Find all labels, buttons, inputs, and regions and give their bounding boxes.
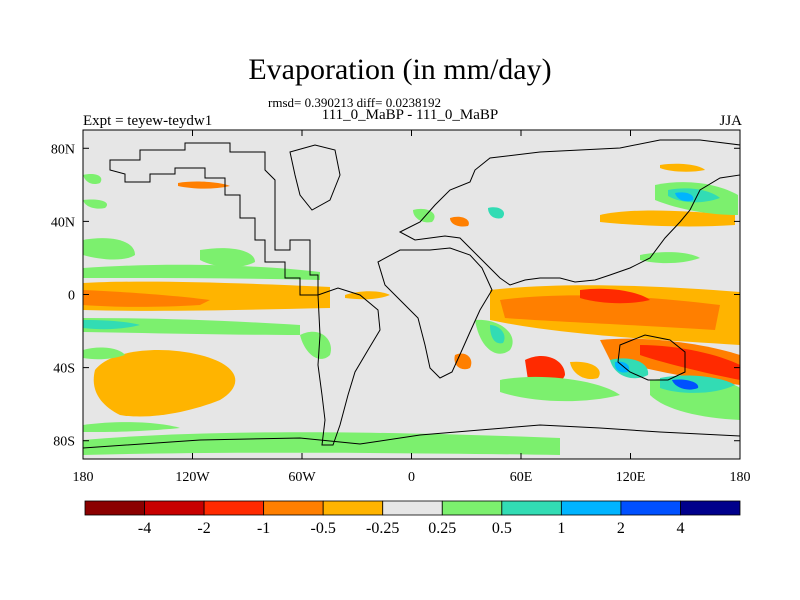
colorbar-swatch [620,500,681,516]
stats-line: rmsd= 0.390213 diff= 0.0238192 [268,95,441,110]
contour-negative [500,295,720,330]
south-america-outline [317,287,381,446]
lon-tick-label: 120W [175,470,210,485]
colorbar-swatch [441,500,503,516]
coastlines [82,139,741,449]
colorbar-swatch [382,500,443,516]
north-america-outline [109,142,319,296]
contour-positive [675,192,694,202]
colorbar-swatch [501,500,562,516]
colorbar-label: 1 [557,520,566,537]
contour-positive [490,325,505,344]
experiment-label: Expt = teyew-teydw1 [83,113,213,129]
australia-outline [617,334,686,381]
lat-tick-label: 0 [68,289,75,304]
colorbar-label: -2 [197,520,211,537]
eurasia-outline [398,139,741,286]
colorbar-swatch [203,500,265,516]
contour-positive [83,432,560,455]
contour-positive [500,376,620,402]
africa-outline [377,247,493,379]
contour-negative [640,345,740,380]
lat-tick-label: 80S [53,435,75,450]
contour-positive [614,361,630,373]
colorbar-label: -1 [256,520,271,537]
contour-negative [450,216,469,227]
colorbar [84,500,741,516]
lat-tick-label: 40N [51,215,75,230]
colorbar-swatch [263,500,324,516]
colorbar-label: 0.25 [428,520,457,537]
map-subtitle: 111_0_MaBP - 111_0_MaBP [321,107,499,123]
antarctica-outline [82,424,741,449]
lon-tick-label: 60E [510,470,533,485]
contour-positive [83,422,180,432]
contour-negative [660,163,705,172]
contour-positive [300,331,331,359]
evaporation-anomaly-field [83,163,740,455]
colorbar-label: -0.25 [366,520,400,537]
lon-tick-label: 0 [408,470,415,485]
greenland-outline [289,144,341,211]
map-ticks: 180 120W 60W 0 60E 120E 180 80N 40N 0 40S 80S [51,130,751,485]
contour-positive [488,207,505,219]
colorbar-label: 4 [676,520,685,537]
colorbar-swatch [322,500,384,516]
colorbar-swatch [680,500,741,516]
colorbar-label: 0.5 [491,520,512,537]
contour-positive [200,248,255,268]
lon-tick-label: 180 [73,470,94,485]
lon-tick-label: 180 [730,470,751,485]
contour-positive [83,264,320,280]
contour-negative [93,350,236,417]
contour-positive [83,199,108,209]
colorbar-swatch [84,500,145,516]
map-title: Evaporation (in mm/day) [248,53,552,86]
contour-positive [83,238,135,260]
colorbar-label: -4 [137,520,152,537]
contour-negative [178,181,230,189]
colorbar-label: 2 [616,520,625,537]
colorbar-swatch [560,500,622,516]
contour-negative [570,361,600,380]
contour-positive [83,318,300,335]
lat-tick-label: 80N [51,142,75,157]
lat-tick-label: 40S [53,362,75,377]
season-label: JJA [719,113,742,129]
colorbar-swatch [144,500,205,516]
contour-negative [83,290,210,307]
contour-positive [640,252,700,264]
contour-positive [672,379,699,390]
contour-negative [580,288,650,304]
contour-positive [83,173,102,185]
lon-tick-label: 60W [288,470,316,485]
contour-negative [345,291,390,300]
contour-positive [83,347,125,360]
colorbar-label: -0.5 [310,520,336,537]
contour-negative [600,210,735,227]
contour-positive [83,320,140,330]
lon-tick-label: 120E [616,470,646,485]
